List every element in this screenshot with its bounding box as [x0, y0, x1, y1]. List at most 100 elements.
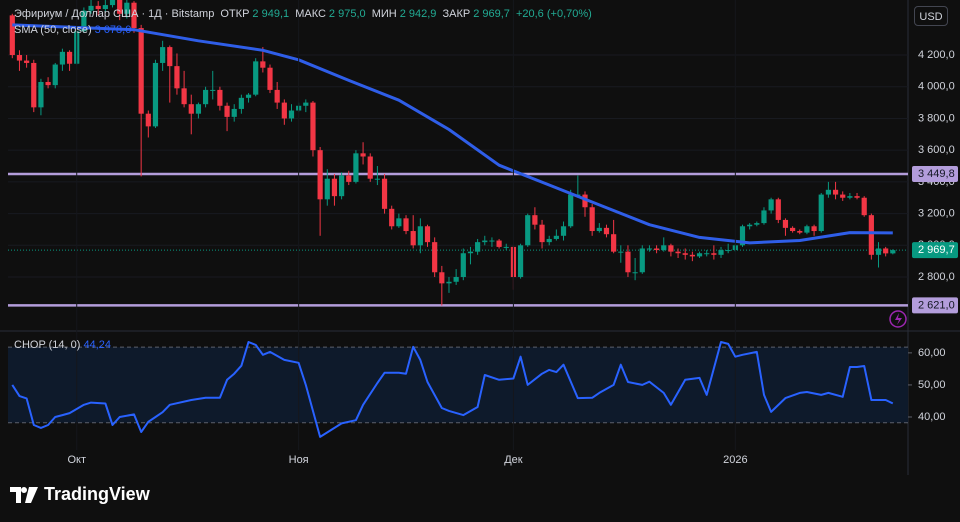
candle-body [16, 55, 23, 61]
candle-body [38, 81, 44, 108]
alert-icon[interactable] [889, 310, 907, 328]
candle-body [260, 61, 266, 68]
candle-body [188, 104, 194, 114]
candle-body [52, 64, 58, 86]
candle-body [346, 175, 352, 182]
candle-body [238, 97, 244, 109]
candle-body [603, 227, 610, 235]
candle-body [797, 231, 803, 233]
candle-body [174, 66, 180, 89]
candle-body [503, 246, 509, 248]
legend-indicator: CHOP (14, 0) 44,24 [14, 339, 114, 351]
candle-body [202, 89, 209, 105]
candle-body [517, 245, 524, 278]
candle-body [467, 251, 474, 254]
y-tick-label: 4 200,0 [918, 49, 955, 61]
candle-body [632, 272, 638, 274]
candle-body [245, 94, 252, 98]
candle-body [9, 15, 15, 56]
price-tag-label: 3 449,8 [918, 168, 955, 180]
y-tick-label: 4 000,0 [918, 81, 955, 93]
candle-body [840, 194, 846, 198]
price-tag-label: 2 969,7 [918, 244, 955, 256]
candle-body [109, 0, 116, 6]
field-value: 2 949,1 [252, 8, 290, 20]
candle-body [704, 253, 710, 255]
candle-body [310, 102, 316, 151]
candle-body [453, 277, 459, 282]
candle-body [81, 10, 87, 32]
candle-body [210, 89, 216, 91]
candle-body [324, 178, 330, 200]
currency-button[interactable]: USD [914, 6, 948, 26]
candle-body [639, 248, 645, 273]
candle-body [475, 242, 481, 252]
indicator-value: 44,24 [83, 339, 111, 351]
candle-body [696, 253, 703, 257]
sma-line [12, 23, 893, 245]
candle-body [646, 248, 653, 250]
candle-body [818, 194, 824, 232]
candle-body [317, 150, 323, 200]
candle-body [625, 251, 631, 273]
candle-body [66, 51, 73, 64]
candle-body [811, 226, 817, 232]
candle-body [374, 178, 380, 180]
candle-body [847, 196, 853, 198]
candle-body [875, 248, 882, 255]
candle-body [274, 89, 280, 103]
candle-body [754, 223, 760, 225]
candle-body [303, 102, 309, 106]
candle-body [410, 231, 416, 246]
price-tag-label: 2 621,0 [918, 299, 955, 311]
sma-value: 3 078,0 [94, 24, 132, 36]
candle-body [883, 248, 889, 254]
candle-body [195, 104, 202, 114]
candle-body [668, 245, 674, 252]
candle-body [181, 88, 187, 105]
candle-body [890, 250, 896, 254]
price-tag [912, 242, 958, 259]
y-tick-label: 3 800,0 [918, 112, 955, 124]
candle-body [718, 250, 724, 255]
candle-body [417, 226, 423, 246]
field-value: 2 975,0 [328, 8, 366, 20]
logo: TradingView [10, 484, 150, 505]
candle-body [217, 89, 223, 106]
candle-body [460, 253, 466, 278]
candle-body [424, 226, 431, 243]
candle-body [396, 218, 402, 227]
candle-body [224, 105, 230, 117]
candle-body [782, 219, 789, 228]
candle-body [611, 234, 617, 252]
candle-body [653, 248, 660, 251]
candle-body [95, 5, 101, 10]
candle-body [489, 240, 495, 242]
candle-body [267, 67, 273, 90]
x-tick-label: Окт [67, 454, 86, 466]
alert-icon-bolt [895, 313, 902, 325]
brand: TradingView [44, 484, 150, 504]
candle-body [152, 62, 159, 127]
candle-body [131, 2, 137, 29]
field-name: ОТКР [220, 8, 250, 20]
candle-body [102, 5, 108, 10]
candle-body [160, 47, 166, 63]
price-tag [912, 165, 958, 182]
candle-body [790, 227, 796, 232]
candle-body [281, 102, 287, 119]
candle-body [775, 199, 781, 220]
candle-body [389, 208, 395, 227]
price-tag [912, 297, 958, 314]
candle-body [761, 210, 767, 224]
candle-body [381, 178, 388, 209]
candle-body [446, 281, 452, 284]
candle-body [739, 226, 746, 246]
candle-body [539, 224, 545, 243]
candle-body [589, 207, 595, 232]
candle-body [138, 28, 144, 114]
candle-body [747, 224, 753, 227]
candle-body [675, 251, 681, 254]
